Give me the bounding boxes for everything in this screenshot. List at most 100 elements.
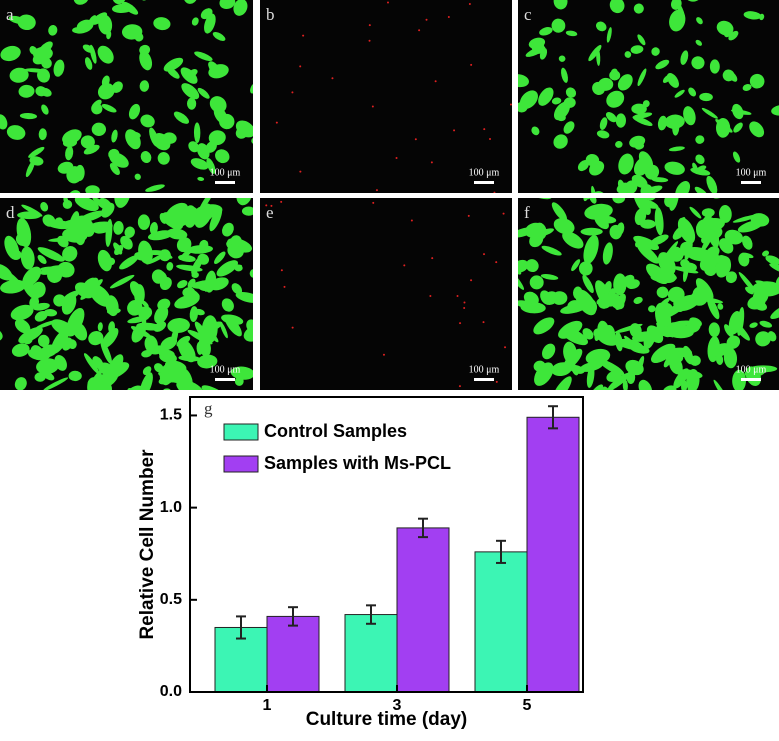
cell [622, 379, 628, 390]
cell [630, 45, 644, 54]
dead-cell [265, 204, 268, 207]
cell [33, 46, 53, 61]
x-axis-title: Culture time (day) [306, 709, 468, 730]
cell [518, 259, 529, 273]
cell [75, 26, 91, 34]
cell [20, 246, 35, 270]
cell [596, 130, 610, 139]
cell [755, 331, 771, 347]
cell [724, 28, 732, 38]
cell [631, 103, 647, 115]
cell [646, 325, 664, 344]
bar [266, 615, 320, 693]
cell [106, 308, 121, 315]
cell [707, 296, 720, 320]
cell [633, 235, 660, 251]
cell [533, 360, 546, 372]
cell [0, 279, 27, 294]
cell [121, 24, 143, 40]
panel-label: c [524, 5, 532, 24]
cell [187, 278, 196, 289]
error-bar [288, 606, 298, 627]
cell [749, 121, 765, 138]
micrograph [260, 198, 512, 390]
error-bar [236, 615, 246, 640]
cell [111, 129, 118, 143]
y-axis-title: Relative Cell Number [137, 449, 158, 640]
cell [609, 0, 625, 14]
cell [755, 280, 775, 289]
cell [617, 179, 625, 192]
cell [609, 70, 621, 81]
cell [542, 343, 556, 360]
cell [708, 322, 720, 338]
cell [89, 44, 97, 64]
cell [140, 151, 152, 164]
cell [126, 406, 134, 422]
cell [770, 302, 779, 320]
cell [596, 21, 607, 32]
cell [725, 271, 738, 284]
cell [67, 339, 77, 349]
dead-cell [372, 201, 375, 204]
cell [88, 370, 102, 390]
cell [606, 423, 636, 454]
scale-bar [215, 181, 235, 184]
cell [154, 306, 169, 324]
cell [675, 181, 691, 193]
cell [19, 112, 38, 120]
cell [48, 237, 77, 242]
bar [526, 416, 580, 693]
cell [565, 87, 577, 98]
cell [695, 135, 705, 144]
cell [681, 379, 688, 390]
cell [615, 113, 626, 128]
cell [609, 406, 626, 426]
dead-cell [463, 306, 466, 309]
cell [624, 51, 632, 58]
cell [607, 288, 616, 307]
cell [580, 227, 603, 236]
cell [140, 114, 155, 128]
cell [680, 241, 693, 255]
panel-label: e [266, 203, 274, 222]
cell [97, 322, 103, 332]
cell [665, 324, 694, 339]
dead-cell [280, 269, 283, 272]
dead-cell [509, 103, 512, 106]
cell [638, 379, 653, 390]
cell [209, 207, 223, 232]
cell [37, 247, 65, 262]
cell [585, 154, 600, 167]
cell [109, 274, 135, 289]
cell [114, 198, 131, 208]
cell [215, 149, 230, 164]
cell [179, 374, 193, 388]
cell [129, 281, 144, 301]
cell [236, 198, 253, 206]
cell [525, 259, 539, 273]
cell [230, 235, 242, 248]
cell [249, 268, 253, 278]
cell [190, 158, 209, 170]
cell [728, 71, 738, 82]
cell [531, 126, 540, 136]
cell [571, 364, 579, 376]
cell [656, 286, 669, 299]
cell [742, 84, 752, 91]
cell [98, 14, 113, 35]
cell [633, 198, 651, 215]
cell [54, 355, 67, 371]
cell [94, 389, 119, 419]
cell [709, 59, 720, 74]
cell [711, 418, 722, 440]
dead-cell [283, 285, 286, 288]
cell [591, 185, 597, 193]
scale-bar-label: 100 μm [736, 167, 767, 178]
cell [719, 204, 732, 223]
cell [25, 159, 35, 178]
cell [29, 46, 38, 55]
cell [678, 217, 686, 226]
cell [152, 344, 175, 361]
cell [602, 242, 613, 265]
